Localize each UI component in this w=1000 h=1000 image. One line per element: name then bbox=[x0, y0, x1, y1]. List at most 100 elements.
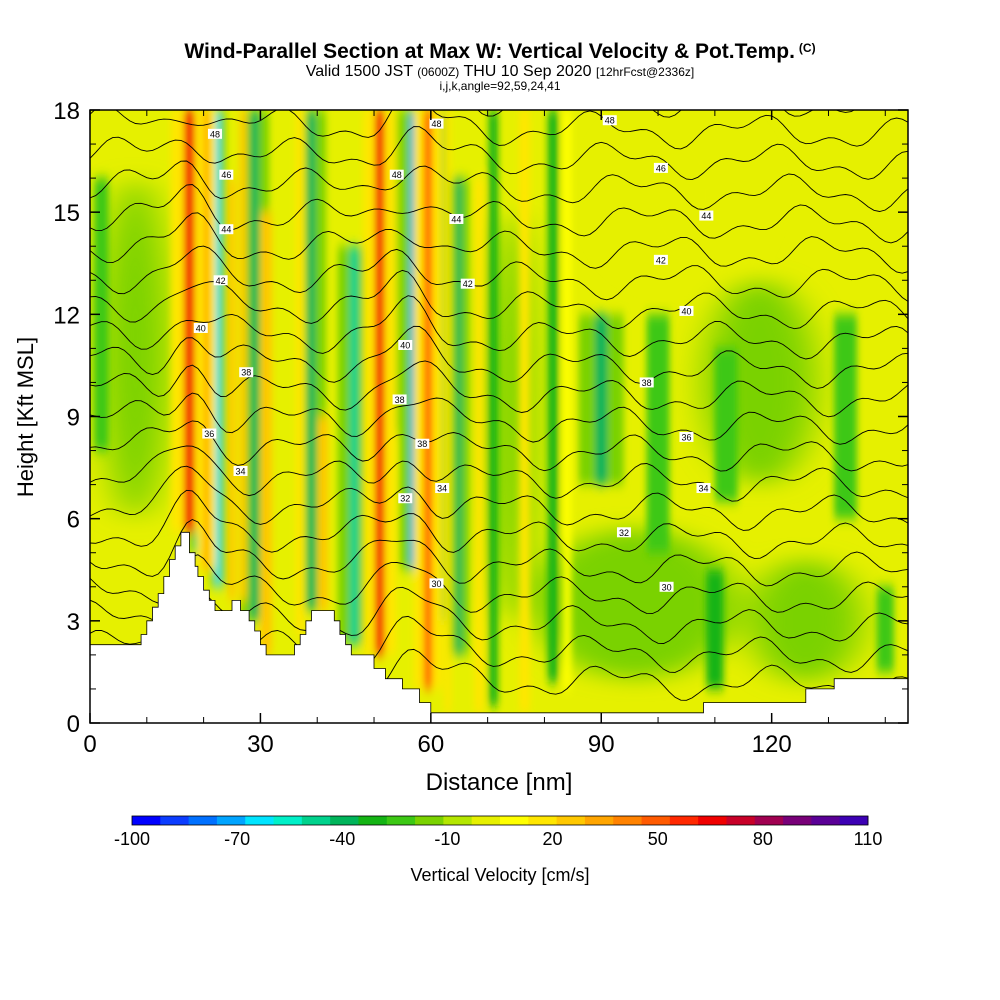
contour-label-text: 36 bbox=[681, 432, 691, 442]
velocity-patch bbox=[533, 528, 738, 679]
colorbar-tick-label: 20 bbox=[543, 829, 563, 849]
colorbar-tick-label: 110 bbox=[854, 829, 883, 849]
theta-contour-label: 30 bbox=[429, 578, 444, 589]
theta-contour bbox=[90, 489, 908, 560]
theta-contour bbox=[90, 518, 908, 587]
theta-contour bbox=[90, 212, 908, 274]
downdraft-column bbox=[94, 178, 109, 451]
theta-contour-label: 48 bbox=[429, 118, 444, 129]
contour-label-box bbox=[435, 483, 450, 494]
contour-label-box bbox=[429, 578, 444, 589]
contour-label-text: 30 bbox=[662, 582, 672, 592]
contour-label-text: 46 bbox=[221, 170, 231, 180]
contour-label-text: 40 bbox=[681, 306, 691, 316]
downdraft-column bbox=[215, 110, 221, 587]
contour-label-box bbox=[602, 115, 617, 126]
theta-contour-label: 44 bbox=[219, 224, 234, 235]
plot-area: 48 46 44 42 40 38 36 34 48 48 44 42 40 38 38 34 32 30 48 46… bbox=[90, 110, 908, 723]
theta-contour-label: 38 bbox=[415, 438, 430, 449]
theta-contour-label: 44 bbox=[449, 213, 464, 224]
contour-label-box bbox=[398, 493, 413, 504]
contour-label-text: 44 bbox=[221, 225, 231, 235]
contour-label-text: 46 bbox=[656, 163, 666, 173]
contour-label-box bbox=[699, 210, 714, 221]
colorbar-swatch bbox=[528, 816, 558, 825]
theta-contour-label: 32 bbox=[616, 527, 631, 538]
contour-label-text: 44 bbox=[451, 214, 461, 224]
subtitle-zulu: (0600Z) bbox=[417, 65, 460, 79]
colorbar-swatch bbox=[415, 816, 444, 825]
contour-label-box bbox=[202, 428, 217, 439]
theta-contour-labels: 48 46 44 42 40 38 36 34 48 48 44 42 40 38 38 34 32 30 48 46… bbox=[193, 115, 714, 592]
contour-label-box bbox=[696, 483, 711, 494]
updraft-column bbox=[228, 178, 236, 601]
colorbar-tick-label: 80 bbox=[753, 829, 773, 849]
contour-label-box bbox=[639, 377, 654, 388]
downdraft-column bbox=[834, 314, 857, 519]
contour-label-text: 38 bbox=[241, 368, 251, 378]
theta-contour bbox=[90, 420, 908, 472]
contour-label-text: 48 bbox=[210, 129, 220, 139]
theta-contour bbox=[90, 295, 908, 360]
downdraft-column bbox=[876, 586, 894, 672]
colorbar-swatch bbox=[273, 816, 303, 825]
colorbar-swatch bbox=[132, 816, 161, 825]
updraft-column bbox=[184, 110, 195, 533]
downdraft-column bbox=[456, 178, 463, 655]
theta-contour-label: 30 bbox=[659, 581, 674, 592]
velocity-patch bbox=[612, 110, 749, 281]
x-tick-label: 90 bbox=[588, 731, 615, 758]
colorbar-label: Vertical Velocity [cm/s] bbox=[410, 865, 589, 885]
contour-label-text: 48 bbox=[432, 119, 442, 129]
theta-contour bbox=[90, 445, 908, 502]
contour-label-box bbox=[679, 431, 694, 442]
contour-label-text: 42 bbox=[656, 255, 666, 265]
colorbar-swatch bbox=[471, 816, 501, 825]
colorbar-swatch bbox=[584, 816, 614, 825]
contour-label-text: 34 bbox=[236, 466, 246, 476]
y-tick-label: 18 bbox=[53, 98, 80, 125]
theta-contour-label: 38 bbox=[392, 394, 407, 405]
contour-label-text: 34 bbox=[437, 484, 447, 494]
contour-label-text: 42 bbox=[463, 279, 473, 289]
theta-contour bbox=[477, 110, 856, 118]
colorbar-swatch bbox=[641, 816, 671, 825]
subtitle-date: THU 10 Sep 2020 bbox=[463, 63, 592, 80]
colorbar-swatch bbox=[754, 816, 784, 825]
theta-contour-label: 36 bbox=[679, 431, 694, 442]
contour-label-text: 48 bbox=[605, 116, 615, 126]
terrain-mask bbox=[90, 531, 908, 723]
colorbar-swatch bbox=[330, 816, 359, 825]
velocity-columns bbox=[94, 110, 894, 713]
colorbar-swatch bbox=[216, 816, 246, 825]
updraft-column bbox=[239, 110, 247, 601]
theta-contour-label: 42 bbox=[460, 278, 475, 289]
contour-label-text: 38 bbox=[395, 395, 405, 405]
contour-label-box bbox=[389, 169, 404, 180]
colorbar-frame bbox=[131, 815, 869, 826]
contour-label-box bbox=[219, 224, 234, 235]
y-tick-label: 15 bbox=[53, 200, 80, 227]
theta-contour-label: 38 bbox=[639, 377, 654, 388]
contour-label-text: 44 bbox=[701, 211, 711, 221]
velocity-patch bbox=[101, 178, 170, 519]
colorbar-tick-label: -70 bbox=[224, 829, 250, 849]
subtitle-forecast: [12hrFcst@2336z] bbox=[595, 65, 695, 79]
theta-contour bbox=[90, 126, 908, 181]
contour-label-box bbox=[219, 169, 234, 180]
contour-label-text: 40 bbox=[196, 323, 206, 333]
contour-label-text: 32 bbox=[400, 494, 410, 504]
downdraft-column bbox=[250, 110, 259, 621]
updraft-column bbox=[445, 110, 451, 713]
theta-contour bbox=[90, 554, 908, 615]
updraft-column bbox=[203, 110, 210, 570]
theta-contour-label: 40 bbox=[679, 305, 694, 316]
contour-label-box bbox=[679, 305, 694, 316]
theta-contour-label: 44 bbox=[699, 210, 714, 221]
colorbar-swatch bbox=[188, 816, 218, 825]
title-mark: (C) bbox=[798, 41, 816, 55]
contour-label-box bbox=[653, 254, 668, 265]
colorbar-swatch bbox=[556, 816, 586, 825]
downdraft-column bbox=[307, 110, 316, 611]
theta-contour-label: 42 bbox=[213, 275, 228, 286]
